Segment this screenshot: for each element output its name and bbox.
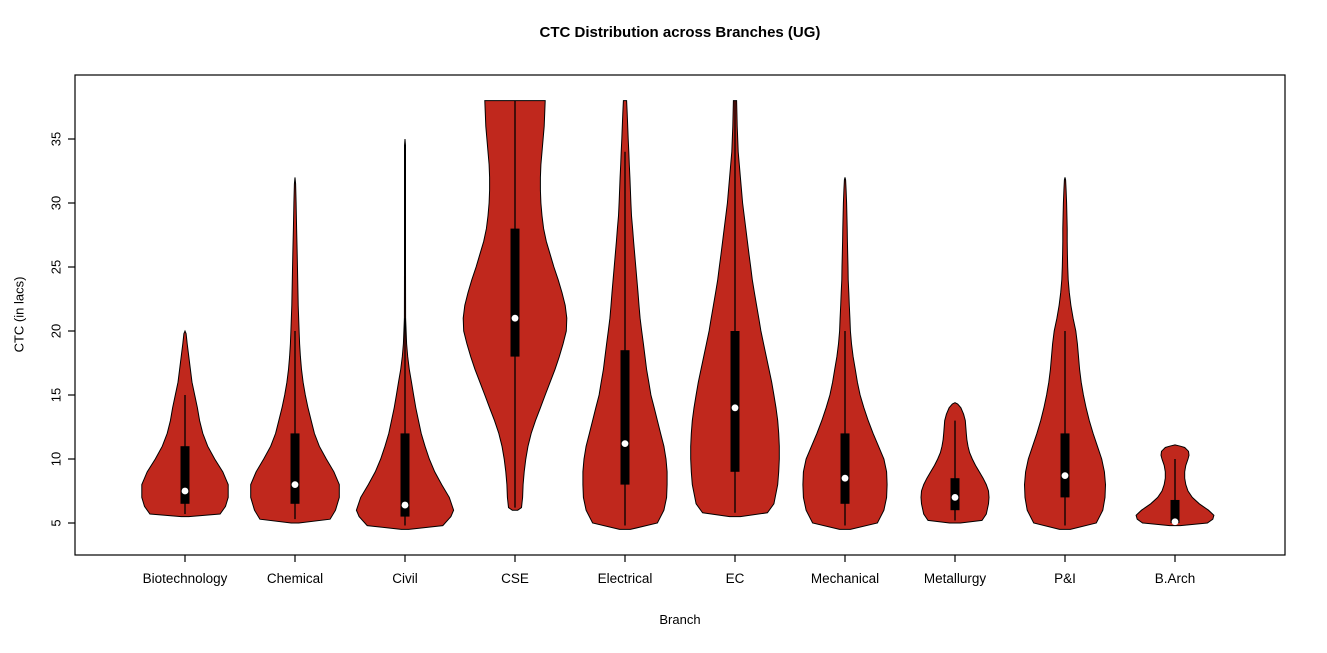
iqr-box-P&I: [1060, 433, 1070, 498]
iqr-box-Civil: [400, 433, 410, 517]
x-tick-label: Mechanical: [811, 571, 879, 586]
iqr-box-Mechanical: [840, 433, 850, 504]
chart-title: CTC Distribution across Branches (UG): [539, 24, 821, 41]
median-dot-Chemical: [291, 481, 299, 488]
median-dot-Electrical: [621, 440, 629, 448]
median-dot-B.Arch: [1171, 518, 1179, 526]
x-tick-label: Chemical: [267, 571, 323, 586]
iqr-box-Chemical: [290, 433, 300, 504]
median-dot-EC: [731, 404, 739, 412]
y-tick-label: 15: [48, 388, 63, 402]
y-tick-label: 30: [48, 196, 63, 210]
y-axis-label: CTC (in lacs): [11, 276, 27, 353]
y-tick-label: 20: [48, 324, 63, 338]
median-dot-Biotechnology: [181, 487, 189, 495]
median-dot-Civil: [401, 501, 409, 509]
x-tick-label: Metallurgy: [924, 571, 987, 586]
median-dot-Mechanical: [841, 474, 849, 482]
x-tick-label: Electrical: [598, 571, 653, 586]
iqr-box-B.Arch: [1170, 499, 1180, 523]
y-tick-label: 35: [48, 132, 63, 146]
iqr-box-EC: [730, 331, 740, 472]
x-tick-label: B.Arch: [1155, 571, 1196, 586]
iqr-box-CSE: [510, 228, 520, 357]
x-axis-label: Branch: [659, 612, 701, 627]
x-tick-label: CSE: [501, 571, 529, 586]
median-dot-P&I: [1061, 472, 1069, 480]
median-dot-CSE: [511, 314, 519, 322]
x-tick-label: P&I: [1054, 571, 1076, 586]
x-tick-label: Biotechnology: [143, 571, 228, 586]
y-tick-label: 25: [48, 260, 63, 274]
y-tick-label: 5: [48, 519, 63, 526]
x-tick-label: Civil: [392, 571, 418, 586]
plot-border: [74, 74, 1286, 556]
iqr-box-Biotechnology: [180, 446, 190, 504]
x-tick-label: EC: [726, 571, 745, 586]
median-dot-Metallurgy: [951, 494, 959, 501]
y-tick-label: 10: [48, 452, 63, 466]
iqr-box-Electrical: [620, 350, 630, 485]
